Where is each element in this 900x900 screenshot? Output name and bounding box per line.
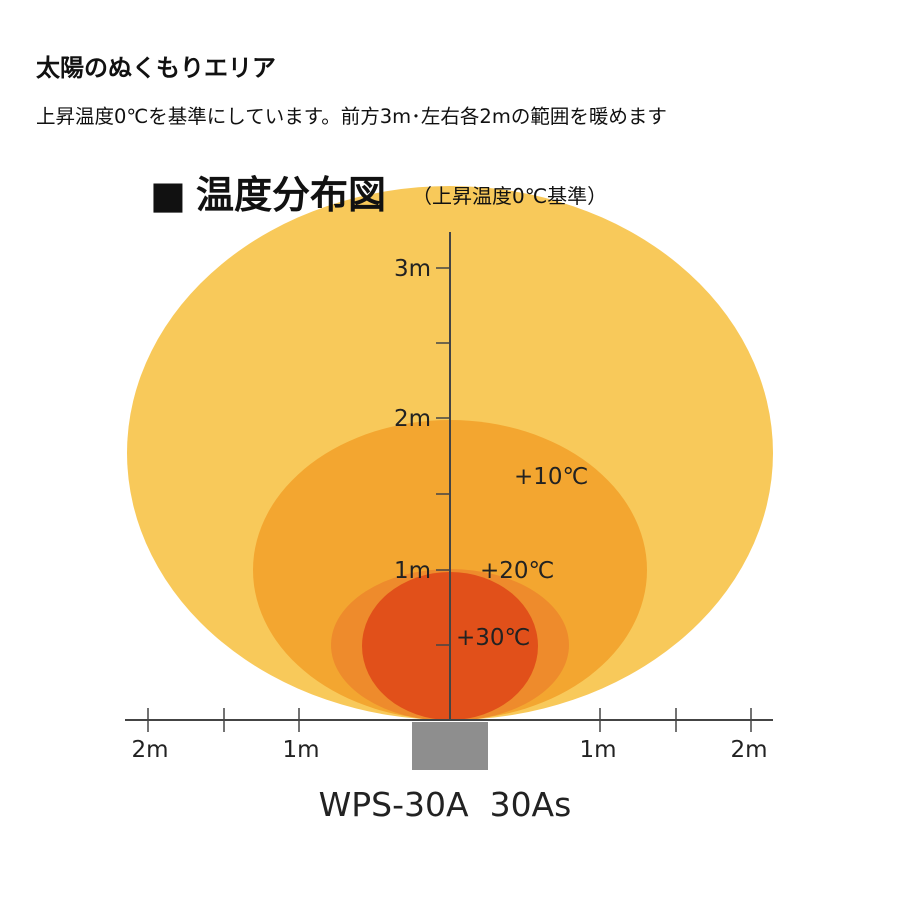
horizontal-label-left-1m: 1m — [282, 737, 319, 763]
vertical-label-2m: 2m — [394, 406, 431, 432]
diagram-title-note: （上昇温度0℃基準） — [412, 184, 607, 208]
heater-model-label: WPS-30A 30As — [319, 785, 572, 824]
vertical-label-3m: 3m — [394, 256, 431, 282]
horizontal-label-left-2m: 2m — [131, 737, 168, 763]
page-description: 上昇温度0℃を基準にしています。前方3m･左右各2mの範囲を暖めます — [36, 105, 667, 128]
horizontal-ticks — [147, 708, 752, 732]
horizontal-label-right-1m: 1m — [579, 737, 616, 763]
vertical-ticks — [436, 267, 450, 646]
diagram-title: 温度分布図 — [196, 173, 386, 217]
zone-label-30c: +30℃ — [456, 625, 530, 651]
horizontal-label-right-2m: 2m — [730, 737, 767, 763]
page-heading: 太陽のぬくもりエリア — [36, 54, 276, 82]
zone-label-20c: +20℃ — [480, 558, 554, 584]
vertical-label-1m: 1m — [394, 558, 431, 584]
zone-label-10c: +10℃ — [514, 464, 588, 490]
diagram-title-marker: ■ — [150, 173, 186, 217]
heater-unit-block — [412, 722, 488, 770]
